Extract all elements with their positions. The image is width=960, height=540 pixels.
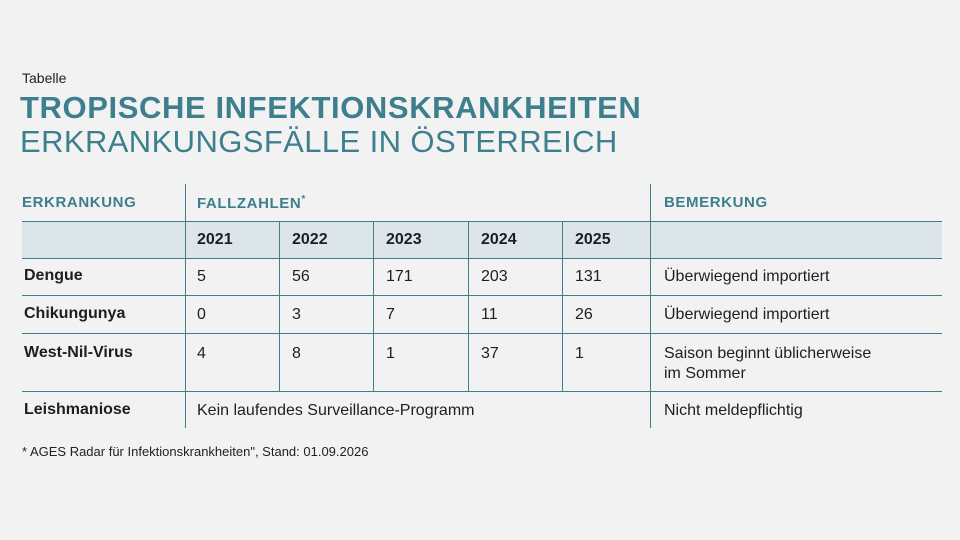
cell-chikungunya-2021: 0 bbox=[197, 306, 206, 323]
rule-header-bottom bbox=[22, 258, 942, 259]
cell-chikungunya-2024: 11 bbox=[481, 306, 498, 323]
column-header-cases: FALLZAHLEN* bbox=[197, 194, 306, 212]
year-header-band bbox=[22, 222, 942, 258]
cell-west-nil-2022: 8 bbox=[292, 345, 301, 362]
divider-col-remark bbox=[650, 184, 651, 428]
rule-row-1 bbox=[22, 295, 942, 296]
cell-west-nil-2025: 1 bbox=[575, 345, 584, 362]
year-2025: 2025 bbox=[575, 231, 611, 248]
cell-chikungunya-2025: 26 bbox=[575, 306, 593, 323]
cell-dengue-2022: 56 bbox=[292, 268, 310, 285]
cell-leishmaniose-merged: Kein laufendes Surveillance-Programm bbox=[197, 402, 475, 419]
column-header-remark: BEMERKUNG bbox=[664, 194, 768, 211]
divider-year-2024 bbox=[468, 222, 469, 391]
cell-dengue-2021: 5 bbox=[197, 268, 206, 285]
rule-row-2 bbox=[22, 333, 942, 334]
column-header-cases-label: FALLZAHLEN bbox=[197, 195, 302, 212]
page-title: TROPISCHE INFEKTIONSKRANKHEITEN bbox=[20, 90, 642, 125]
cell-dengue-2023: 171 bbox=[386, 268, 413, 285]
rule-header-top bbox=[22, 221, 942, 222]
cell-dengue-2024: 203 bbox=[481, 268, 508, 285]
year-2024: 2024 bbox=[481, 231, 517, 248]
divider-year-2023 bbox=[373, 222, 374, 391]
row-name-west-nil-virus: West-Nil-Virus bbox=[24, 344, 133, 361]
kicker-label: Tabelle bbox=[22, 70, 67, 86]
cell-chikungunya-2022: 3 bbox=[292, 306, 301, 323]
divider-year-2022 bbox=[279, 222, 280, 391]
cell-west-nil-2024: 37 bbox=[481, 345, 499, 362]
year-2022: 2022 bbox=[292, 231, 328, 248]
divider-col-1 bbox=[185, 184, 186, 428]
footnote-marker: * bbox=[301, 194, 306, 205]
cell-dengue-2025: 131 bbox=[575, 268, 602, 285]
cell-west-nil-2021: 4 bbox=[197, 345, 206, 362]
rule-row-3 bbox=[22, 391, 942, 392]
cell-west-nil-remark-line1: Saison beginnt üblicherweise bbox=[664, 345, 872, 362]
cell-chikungunya-remark: Überwiegend importiert bbox=[664, 306, 830, 323]
cell-chikungunya-2023: 7 bbox=[386, 306, 395, 323]
cell-west-nil-remark-line2: im Sommer bbox=[664, 365, 746, 382]
cell-west-nil-2023: 1 bbox=[386, 345, 395, 362]
row-name-leishmaniose: Leishmaniose bbox=[24, 401, 131, 418]
year-2021: 2021 bbox=[197, 231, 233, 248]
divider-year-2025 bbox=[562, 222, 563, 391]
cell-leishmaniose-remark: Nicht meldepflichtig bbox=[664, 402, 803, 419]
row-name-dengue: Dengue bbox=[24, 267, 83, 284]
page-subtitle: ERKRANKUNGSFÄLLE IN ÖSTERREICH bbox=[20, 124, 618, 159]
row-name-chikungunya: Chikungunya bbox=[24, 305, 126, 322]
year-2023: 2023 bbox=[386, 231, 422, 248]
footnote: * AGES Radar für Infektionskrankheiten",… bbox=[22, 444, 369, 459]
column-header-disease: ERKRANKUNG bbox=[22, 194, 137, 211]
cell-dengue-remark: Überwiegend importiert bbox=[664, 268, 830, 285]
